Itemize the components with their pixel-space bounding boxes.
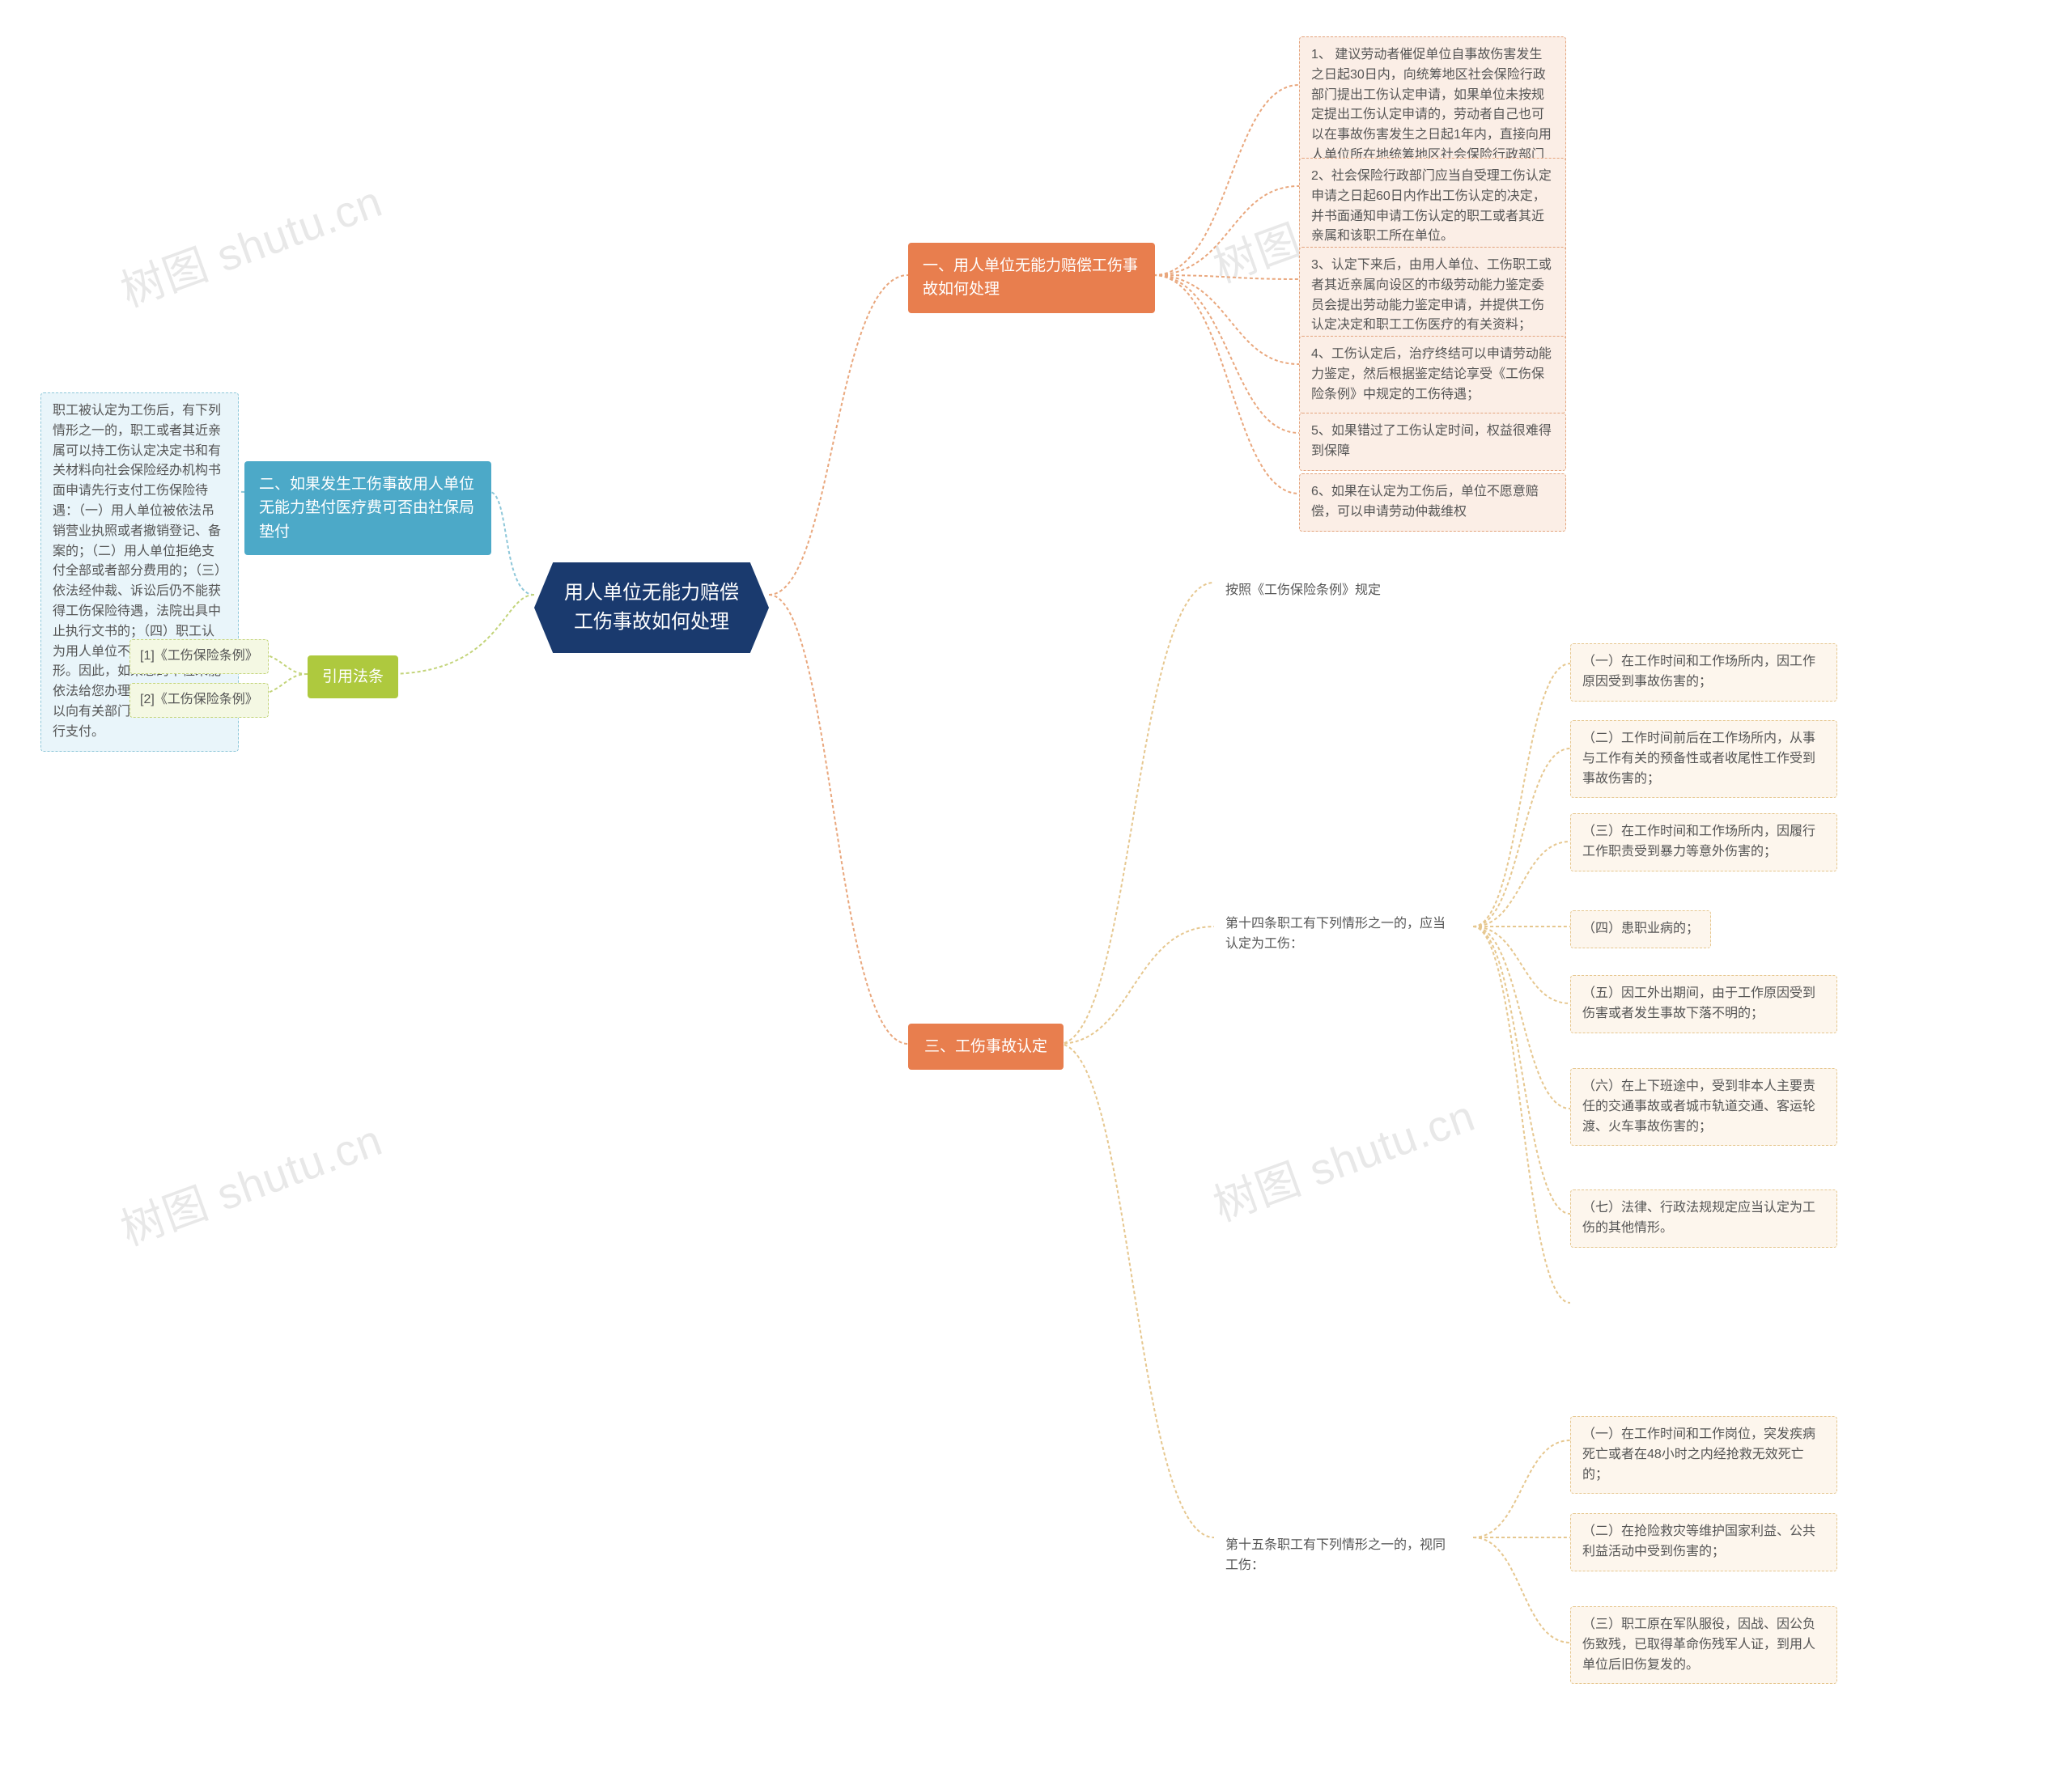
ref-leaf-1: [1]《工伤保险条例》 bbox=[130, 639, 269, 674]
sub15-leaf-1: （一）在工作时间和工作岗位，突发疾病死亡或者在48小时之内经抢救无效死亡的； bbox=[1570, 1416, 1837, 1494]
branch1-leaf-3: 3、认定下来后，由用人单位、工伤职工或者其近亲属向设区的市级劳动能力鉴定委员会提… bbox=[1299, 247, 1566, 345]
sub14-leaf-3: （三）在工作时间和工作场所内，因履行工作职责受到暴力等意外伤害的； bbox=[1570, 813, 1837, 871]
branch-node-ref: 引用法条 bbox=[308, 655, 398, 698]
branch3-sub14: 第十四条职工有下列情形之一的，应当认定为工伤： bbox=[1214, 906, 1465, 963]
sub14-leaf-7: （七）法律、行政法规规定应当认定为工伤的其他情形。 bbox=[1570, 1189, 1837, 1248]
branch1-leaf-5: 5、如果错过了工伤认定时间，权益很难得到保障 bbox=[1299, 413, 1566, 471]
sub14-leaf-4: （四）患职业病的； bbox=[1570, 910, 1711, 948]
ref-leaf-2: [2]《工伤保险条例》 bbox=[130, 683, 269, 718]
watermark: 树图 shutu.cn bbox=[111, 1105, 390, 1258]
branch1-leaf-4: 4、工伤认定后，治疗终结可以申请劳动能力鉴定，然后根据鉴定结论享受《工伤保险条例… bbox=[1299, 336, 1566, 413]
sub15-leaf-3: （三）职工原在军队服役，因战、因公负伤致残，已取得革命伤残军人证，到用人单位后旧… bbox=[1570, 1606, 1837, 1684]
branch-node-3: 三、工伤事故认定 bbox=[908, 1024, 1064, 1070]
branch-node-1: 一、用人单位无能力赔偿工伤事故如何处理 bbox=[908, 243, 1155, 313]
sub14-leaf-5: （五）因工外出期间，由于工作原因受到伤害或者发生事故下落不明的； bbox=[1570, 975, 1837, 1033]
branch3-sub15: 第十五条职工有下列情形之一的，视同工伤： bbox=[1214, 1528, 1465, 1584]
branch-node-2: 二、如果发生工伤事故用人单位无能力垫付医疗费可否由社保局垫付 bbox=[244, 461, 491, 555]
center-node: 用人单位无能力赔偿工伤事故如何处理 bbox=[534, 562, 769, 653]
watermark: 树图 shutu.cn bbox=[1204, 1080, 1483, 1234]
sub14-leaf-2: （二）工作时间前后在工作场所内，从事与工作有关的预备性或者收尾性工作受到事故伤害… bbox=[1570, 720, 1837, 798]
sub14-leaf-6: （六）在上下班途中，受到非本人主要责任的交通事故或者城市轨道交通、客运轮渡、火车… bbox=[1570, 1068, 1837, 1146]
branch1-leaf-2: 2、社会保险行政部门应当自受理工伤认定申请之日起60日内作出工伤认定的决定，并书… bbox=[1299, 158, 1566, 256]
sub15-leaf-2: （二）在抢险救灾等维护国家利益、公共利益活动中受到伤害的； bbox=[1570, 1513, 1837, 1571]
branch3-intro: 按照《工伤保险条例》规定 bbox=[1214, 573, 1392, 609]
branch1-leaf-6: 6、如果在认定为工伤后，单位不愿意赔偿，可以申请劳动仲裁维权 bbox=[1299, 473, 1566, 532]
sub14-leaf-1: （一）在工作时间和工作场所内，因工作原因受到事故伤害的； bbox=[1570, 643, 1837, 702]
watermark: 树图 shutu.cn bbox=[111, 166, 390, 320]
